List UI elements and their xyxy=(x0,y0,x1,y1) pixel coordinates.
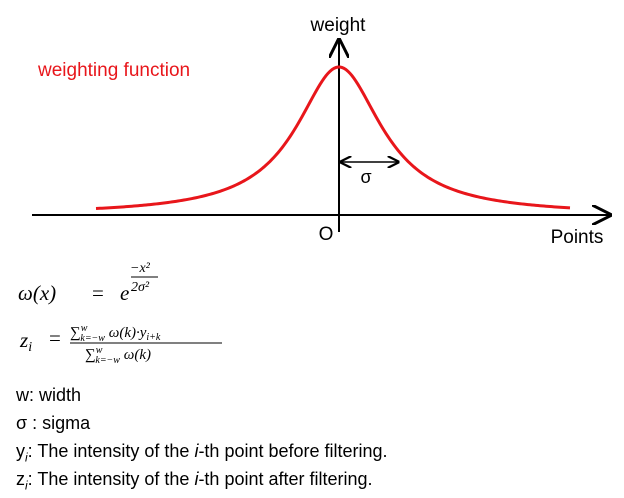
z-text-after: -th point after filtering. xyxy=(198,469,373,489)
z-subscript: i xyxy=(25,478,28,493)
sigma-text: : sigma xyxy=(27,413,91,433)
z-lhs: zi xyxy=(19,328,32,355)
legend-sigma: σ : sigma xyxy=(16,411,90,435)
weighting-function-diagram: weight Points O weighting function σ xyxy=(32,15,624,248)
z-symbol: z xyxy=(16,469,25,489)
omega-equals: = xyxy=(92,281,104,305)
y-text-after: -th point before filtering. xyxy=(198,441,388,461)
omega-base: e xyxy=(120,281,129,305)
y-italic-i: i xyxy=(194,441,199,461)
z-equals: = xyxy=(49,326,61,350)
weighting-curve xyxy=(95,65,571,211)
legend-y: yi: The intensity of the i-th point befo… xyxy=(16,439,388,470)
exp-denominator: 2σ² xyxy=(131,280,150,295)
z-numerator: ∑w k=−w ω(k)·yi+k xyxy=(70,323,161,344)
sigma-symbol: σ xyxy=(16,413,28,433)
formula-block: ω(x) = e −x² 2σ² zi = ∑w k=−w ω(k)·yi+k ∑… xyxy=(18,261,222,366)
y-symbol: y xyxy=(16,441,25,461)
z-text-before: : The intensity of the xyxy=(27,469,195,489)
y-text-before: : The intensity of the xyxy=(27,441,195,461)
curve-label: weighting function xyxy=(37,60,190,81)
y-axis-label: weight xyxy=(310,15,367,36)
exp-numerator: −x² xyxy=(130,261,151,276)
legend-width: w: width xyxy=(16,383,81,407)
sigma-label: σ xyxy=(360,167,371,187)
origin-label: O xyxy=(319,224,334,245)
z-denominator: ∑w k=−w ω(k) xyxy=(85,345,151,366)
legend-z: zi: The intensity of the i-th point afte… xyxy=(16,467,373,498)
width-text: : width xyxy=(29,385,82,405)
omega-lhs: ω(x) xyxy=(18,281,56,305)
y-subscript: i xyxy=(25,450,28,465)
x-axis-label: Points xyxy=(551,227,604,248)
z-italic-i: i xyxy=(194,469,199,489)
width-symbol: w xyxy=(16,385,29,405)
